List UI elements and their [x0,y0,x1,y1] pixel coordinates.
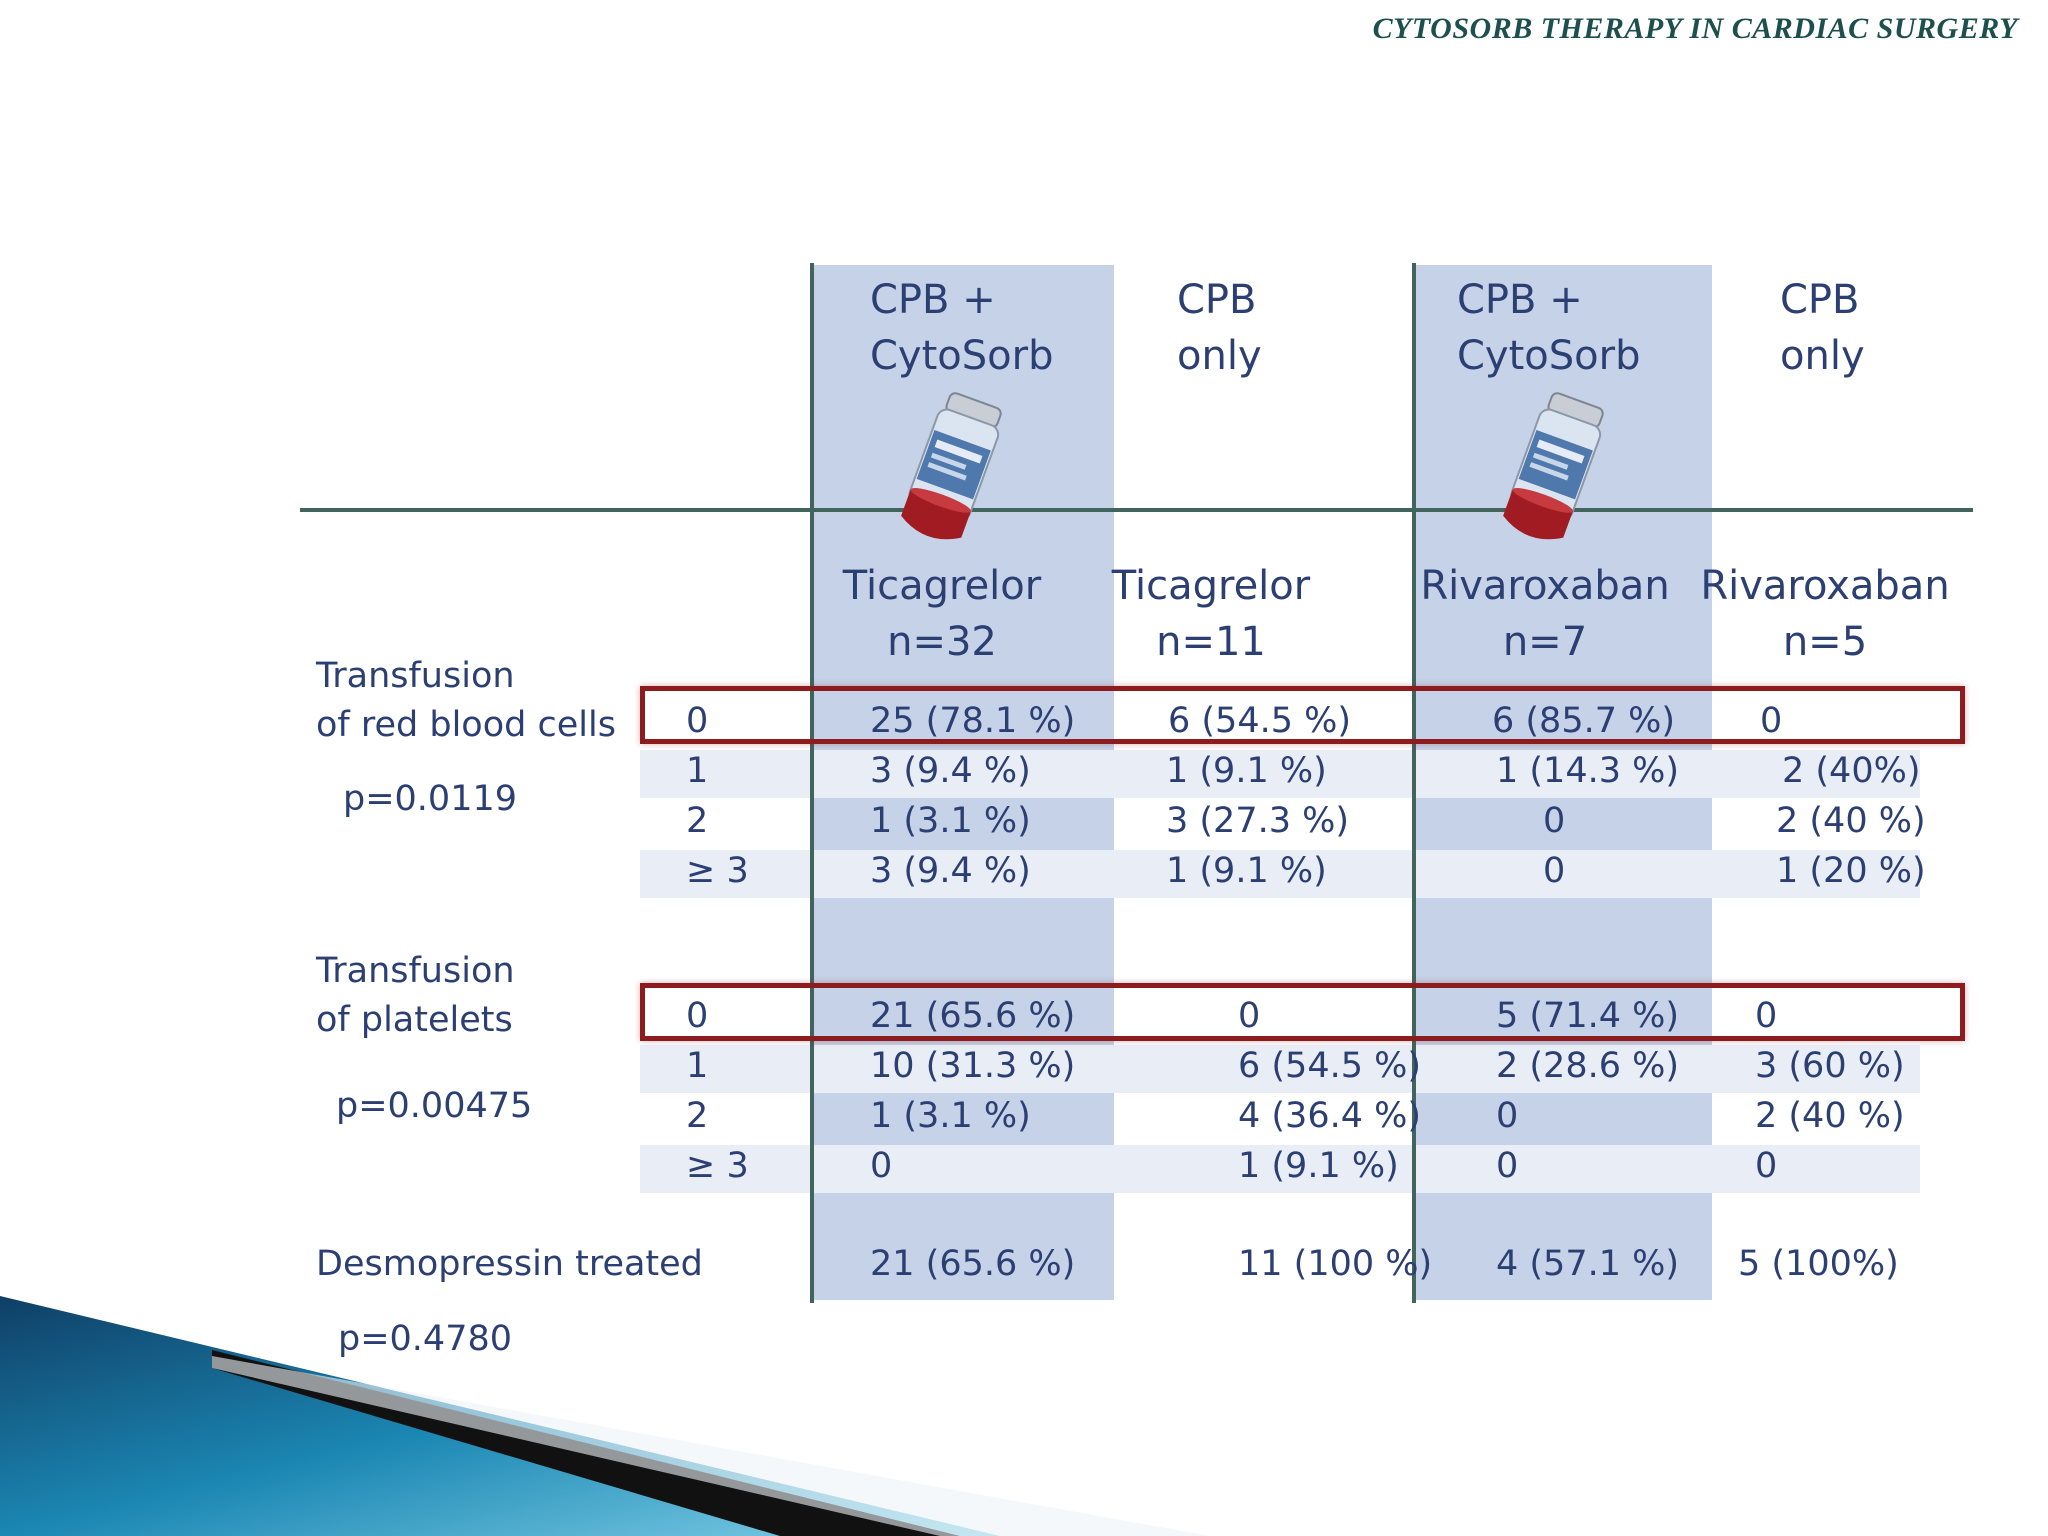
table-cell: 1 (20 %) [1776,851,1926,891]
table-cell: 1 (3.1 %) [870,801,1031,841]
table-cell: 0 [1760,701,1783,741]
column-header-therapy: CPB only [1780,272,1865,384]
therapy-line: CPB + [1457,277,1583,323]
column-header-drug: Rivaroxaban n=5 [1700,558,1949,670]
therapy-line: CPB [1177,277,1257,323]
table-cell: 6 (54.5 %) [1168,701,1352,741]
table-cell: 0 [1496,1096,1519,1136]
section-label-line: of platelets [316,1000,513,1040]
section-label-line: Transfusion [316,656,515,696]
rbc-level: ≥ 3 [686,851,749,891]
therapy-line: CPB [1780,277,1860,323]
rbc-level: 1 [686,751,709,791]
table-cell: 21 (65.6 %) [870,996,1076,1036]
table-cell: 0 [1238,996,1261,1036]
sample-size: n=32 [887,619,997,665]
table-cell: 0 [1543,851,1566,891]
table-cell: 0 [1755,1146,1778,1186]
therapy-line: CPB + [870,277,996,323]
table-cell: 2 (40 %) [1755,1096,1905,1136]
drug-name: Rivaroxaban [1420,563,1670,609]
column-divider [810,263,814,1303]
drug-name: Rivaroxaban [1700,563,1950,609]
table-cell: 0 [1496,1146,1519,1186]
table-cell: 25 (78.1 %) [870,701,1076,741]
therapy-line: only [1177,333,1262,379]
platelets-zero-highlight-box [640,983,1965,1041]
table-cell: 6 (85.7 %) [1492,701,1676,741]
row-stripe [640,1045,1920,1093]
column-header-therapy: CPB only [1177,272,1262,384]
column-header-drug: Ticagrelor n=11 [1112,558,1310,670]
column-header-drug: Ticagrelor n=32 [843,558,1041,670]
rbc-zero-highlight-box [640,686,1965,744]
table-cell: 3 (9.4 %) [870,751,1031,791]
table-cell: 4 (36.4 %) [1238,1096,1422,1136]
sample-size: n=5 [1782,619,1868,665]
table-cell: 3 (9.4 %) [870,851,1031,891]
table-cell: 2 (40 %) [1776,801,1926,841]
column-divider [1412,263,1416,1303]
table-cell: 2 (28.6 %) [1496,1046,1680,1086]
rbc-level: 2 [686,801,709,841]
table-cell: 0 [870,1146,893,1186]
platelets-level: 1 [686,1046,709,1086]
section-label-line: Transfusion [316,951,515,991]
platelets-section-label: Transfusion of platelets [316,947,515,1045]
header-divider [300,508,1973,512]
table-cell: 3 (60 %) [1755,1046,1905,1086]
table-cell: 1 (9.1 %) [1166,851,1327,891]
row-stripe [640,1145,1920,1193]
section-label-line: of red blood cells [316,705,616,745]
table-cell: 0 [1543,801,1566,841]
platelets-level: ≥ 3 [686,1146,749,1186]
drug-name: Ticagrelor [842,563,1042,609]
column-header-therapy: CPB + CytoSorb [870,272,1053,384]
desmopressin-p-value: p=0.4780 [338,1319,513,1359]
platelets-level: 0 [686,996,709,1036]
table-cell: 5 (71.4 %) [1496,996,1680,1036]
row-stripe [640,850,1920,898]
sample-size: n=11 [1156,619,1266,665]
column-header-therapy: CPB + CytoSorb [1457,272,1640,384]
therapy-line: CytoSorb [870,333,1054,379]
table-cell: 21 (65.6 %) [870,1244,1076,1284]
sample-size: n=7 [1502,619,1588,665]
table-cell: 5 (100%) [1738,1244,1899,1284]
table-cell: 2 (40%) [1782,751,1921,791]
platelets-level: 2 [686,1096,709,1136]
table-cell: 6 (54.5 %) [1238,1046,1422,1086]
row-stripe [640,750,1920,798]
cytosorb-vial-icon [1503,392,1604,540]
rbc-section-label: Transfusion of red blood cells [316,652,616,750]
table-cell: 11 (100 %) [1238,1244,1433,1284]
table-cell: 1 (14.3 %) [1496,751,1680,791]
table-cell: 10 (31.3 %) [870,1046,1076,1086]
rbc-level: 0 [686,701,709,741]
table-cell: 0 [1755,996,1778,1036]
platelets-p-value: p=0.00475 [336,1086,533,1126]
table-cell: 1 (9.1 %) [1166,751,1327,791]
table-cell: 1 (9.1 %) [1238,1146,1399,1186]
therapy-line: CytoSorb [1457,333,1641,379]
table-cell: 1 (3.1 %) [870,1096,1031,1136]
slide-title: CYTOSORB THERAPY IN CARDIAC SURGERY [1372,12,2018,45]
desmopressin-label: Desmopressin treated [316,1244,703,1284]
therapy-line: only [1780,333,1865,379]
drug-name: Ticagrelor [1111,563,1311,609]
cytosorb-vial-icon [901,392,1002,540]
rbc-p-value: p=0.0119 [343,779,518,819]
table-cell: 4 (57.1 %) [1496,1244,1680,1284]
column-header-drug: Rivaroxaban n=7 [1420,558,1669,670]
table-cell: 3 (27.3 %) [1166,801,1350,841]
